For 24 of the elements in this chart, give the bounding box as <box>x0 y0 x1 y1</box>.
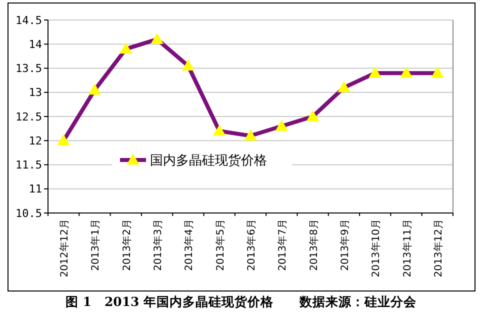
legend-label: 国内多晶硅现货价格 <box>150 154 267 169</box>
y-tick-label: 12.5 <box>16 110 42 124</box>
y-tick-label: 10.5 <box>16 206 42 220</box>
x-tick-label: 2012年12月 <box>58 219 71 278</box>
x-tick-label: 2013年9月 <box>338 219 351 271</box>
x-tick-label: 2013年1月 <box>90 219 102 271</box>
x-tick-label: 2013年5月 <box>214 219 226 271</box>
x-tick-label: 2013年7月 <box>276 219 289 271</box>
x-tick-label: 2013年2月 <box>120 219 133 271</box>
y-tick-label: 12 <box>28 134 42 148</box>
y-tick-label: 13 <box>28 86 42 100</box>
x-tick-label: 2013年8月 <box>308 219 320 271</box>
y-tick-label: 13.5 <box>16 62 42 76</box>
x-tick-label: 2013年3月 <box>152 219 164 271</box>
x-tick-label: 2013年4月 <box>183 219 196 271</box>
y-tick-label: 14 <box>28 38 42 51</box>
x-tick-label: 2013年12月 <box>432 219 444 278</box>
y-tick-label: 11.5 <box>16 158 42 172</box>
x-tick-label: 2013年6月 <box>246 219 258 271</box>
y-tick-label: 14.5 <box>16 14 42 27</box>
x-tick-label: 2013年11月 <box>401 219 414 278</box>
text: 图 1 2013 年国内多晶硅现货价格 数据来源：硅业分会 <box>65 294 418 309</box>
x-tick-label: 2013年10月 <box>370 219 382 278</box>
y-tick-label: 11 <box>28 182 42 196</box>
